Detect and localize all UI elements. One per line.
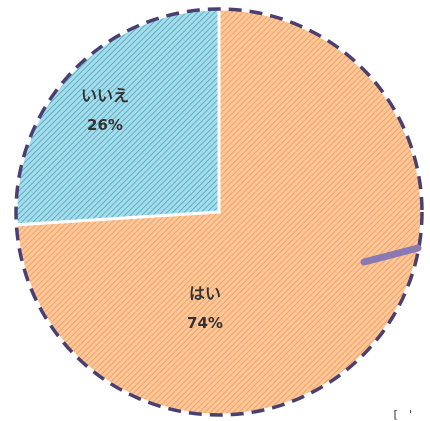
slice-label-no: いいえ [81,86,129,105]
slice-value-no: 26% [87,116,123,134]
pie-outline [14,7,424,417]
decorative-arc [360,244,422,266]
labels-layer: はい 74% いいえ 26% [81,86,223,332]
slices-layer [14,7,424,417]
slice-label-yes: はい [189,284,221,303]
slice-value-yes: 74% [187,314,223,332]
pie-slice-no [14,7,221,227]
corner-text-fragment: [ ' ' ' [392,408,415,421]
